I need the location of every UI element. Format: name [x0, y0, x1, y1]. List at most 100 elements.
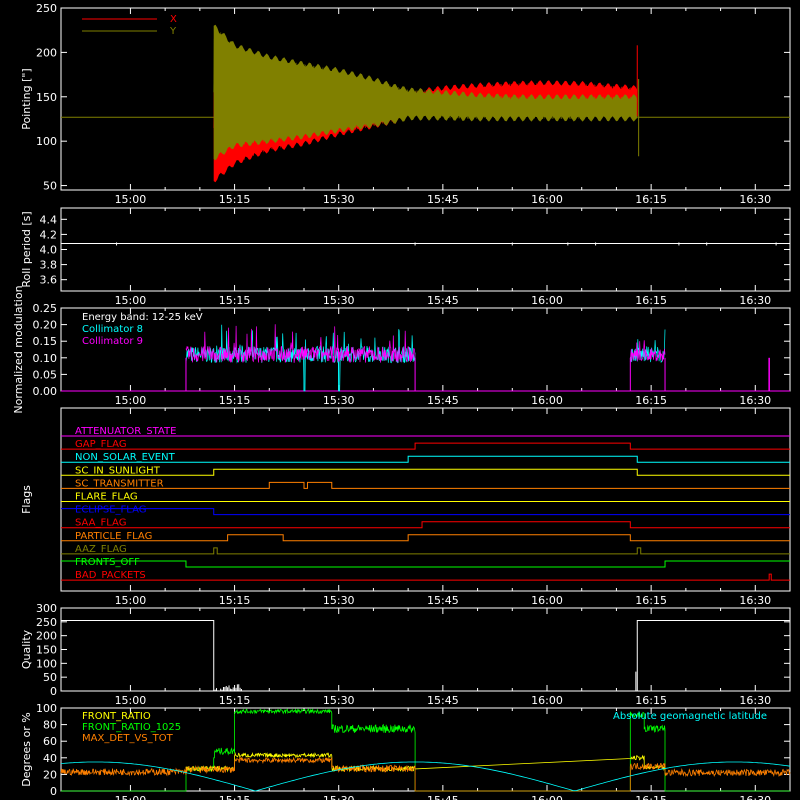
x-tick-label: 15:45 [427, 794, 459, 800]
x-tick-label: 16:00 [531, 193, 563, 206]
x-tick-label: 15:00 [115, 294, 147, 307]
x-tick-label: 16:00 [531, 294, 563, 307]
y-tick-label: 250 [36, 616, 57, 629]
x-tick-label: 15:15 [219, 594, 251, 607]
y-tick-label: 150 [36, 644, 57, 657]
x-tick-label: 15:15 [219, 794, 251, 800]
x-tick-label: 15:00 [115, 193, 147, 206]
x-tick-label: 15:45 [427, 193, 459, 206]
y-tick-label: 4.0 [40, 244, 58, 257]
energy-band-label: Energy band: 12-25 keV [82, 312, 203, 323]
y-tick-label: 0 [50, 785, 57, 798]
flag-fronts-off: FRONTS_OFF [61, 557, 790, 568]
legend-label-collimator-9: Collimator 9 [82, 336, 143, 347]
y-tick-label: 3.6 [40, 274, 58, 287]
flag-label: FLARE_FLAG [75, 492, 138, 503]
panel-4: 15:00 15:15 15:30 15:45 16:00 16:15 16:30 Flags… [20, 407, 791, 607]
flag-label: PARTICLE_FLAG [75, 531, 152, 542]
x-tick-label: 15:15 [219, 294, 251, 307]
y-tick-label: 150 [36, 91, 57, 104]
x-tick-label: 16:15 [635, 294, 667, 307]
panel-3: 15:00 15:15 15:30 15:45 16:00 16:15 16:30 Norma… [12, 285, 791, 414]
legend-label-front-ratio-1025: FRONT_RATIO_1025 [82, 722, 181, 733]
y-tick-label: 0.20 [33, 319, 58, 332]
x-tick-label: 15:30 [323, 694, 355, 707]
y-tick-label: 0.10 [33, 352, 58, 365]
panel-1: 15:00 15:15 15:30 15:45 16:00 16:15 16:30 Point… [20, 2, 791, 206]
x-tick-label: 15:45 [427, 394, 459, 407]
flag-sc-in-sunlight: SC_IN_SUNLIGHT [61, 465, 790, 476]
x-tick-label: 15:30 [323, 394, 355, 407]
flag-label: SAA_FLAG [75, 518, 126, 529]
quality-line [61, 619, 790, 692]
flag-eclipse-flag: ECLIPSE_FLAG [61, 505, 790, 516]
flag-flare-flag: FLARE_FLAG [61, 492, 790, 503]
y-tick-label: 40 [43, 752, 57, 765]
x-tick-label: 15:00 [115, 794, 147, 800]
flag-particle-flag: PARTICLE_FLAG [61, 531, 790, 542]
flag-label: SC_TRANSMITTER [75, 478, 164, 489]
x-tick-label: 15:15 [219, 694, 251, 707]
y-tick-label: 4.2 [40, 228, 58, 241]
x-tick-label: 16:15 [635, 694, 667, 707]
y-tick-label: 50 [43, 180, 57, 193]
y-tick-label: 0 [50, 685, 57, 698]
x-tick-label: 16:00 [531, 794, 563, 800]
x-tick-label: 15:30 [323, 594, 355, 607]
legend-label-max-det-vs-tot: MAX_DET_VS_TOT [82, 733, 174, 744]
panel-6: 15:00 15:15 15:30 15:45 16:00 16:15 16:30 Degre… [20, 702, 791, 800]
flag-label: SC_IN_SUNLIGHT [75, 465, 161, 476]
y-tick-label: 200 [36, 630, 57, 643]
x-tick-label: 16:00 [531, 694, 563, 707]
flag-label: ATTENUATOR_STATE [75, 426, 176, 437]
y-tick-label: 0.25 [33, 302, 58, 315]
y-tick-label: 0.00 [33, 385, 58, 398]
y-tick-label: 50 [43, 671, 57, 684]
flag-trace [61, 455, 790, 463]
y-axis-label: Roll period [s] [20, 211, 33, 287]
x-tick-label: 16:15 [635, 394, 667, 407]
x-tick-label: 15:45 [427, 594, 459, 607]
y-axis-label: Quality [20, 629, 33, 669]
x-tick-label: 15:45 [427, 694, 459, 707]
geomagnetic-latitude-line [60, 761, 791, 792]
x-tick-label: 15:30 [323, 794, 355, 800]
y-tick-label: 20 [43, 768, 57, 781]
max-det-vs-tot-line [60, 756, 791, 792]
y-tick-label: 4.4 [40, 213, 58, 226]
x-tick-label: 16:30 [739, 594, 771, 607]
flag-trace [61, 468, 790, 476]
legend-label-collimator-8: Collimator 8 [82, 324, 143, 335]
x-tick-label: 15:15 [219, 193, 251, 206]
x-tick-label: 15:45 [427, 294, 459, 307]
plot-frame [60, 407, 791, 592]
flag-label: FRONTS_OFF [75, 557, 140, 568]
y-axis-label: Degrees or % [20, 712, 33, 786]
collimator-8-line [629, 329, 666, 363]
flag-trace [61, 481, 790, 489]
x-tick-label: 16:00 [531, 394, 563, 407]
flag-saa-flag: SAA_FLAG [61, 518, 790, 529]
y-tick-label: 100 [36, 135, 57, 148]
x-tick-label: 16:30 [739, 294, 771, 307]
flag-trace [61, 534, 790, 542]
geomagnetic-latitude-label: Absolute geomagnetic latitude [613, 711, 767, 722]
y-tick-label: 250 [36, 2, 57, 15]
y-axis-label: Pointing ["] [20, 68, 33, 129]
legend-label-front-ratio: FRONT_RATIO [82, 711, 151, 722]
flag-trace [61, 442, 790, 450]
y-tick-label: 60 [43, 735, 57, 748]
x-tick-label: 16:30 [739, 694, 771, 707]
flag-label: ECLIPSE_FLAG [75, 505, 146, 516]
flag-trace [61, 521, 790, 529]
x-tick-label: 16:15 [635, 794, 667, 800]
flag-label: NON_SOLAR_EVENT [75, 452, 176, 463]
panel-2: 15:00 15:15 15:30 15:45 16:00 16:15 16:30 Roll … [20, 207, 791, 307]
flag-bad-packets: BAD_PACKETS [61, 570, 790, 581]
y-tick-label: 0.15 [33, 335, 58, 348]
y-tick-label: 0.05 [33, 368, 58, 381]
legend-label-x: X [170, 14, 177, 25]
x-tick-label: 15:15 [219, 394, 251, 407]
series-y-line [213, 32, 638, 158]
flag-label: GAP_FLAG [75, 439, 127, 450]
